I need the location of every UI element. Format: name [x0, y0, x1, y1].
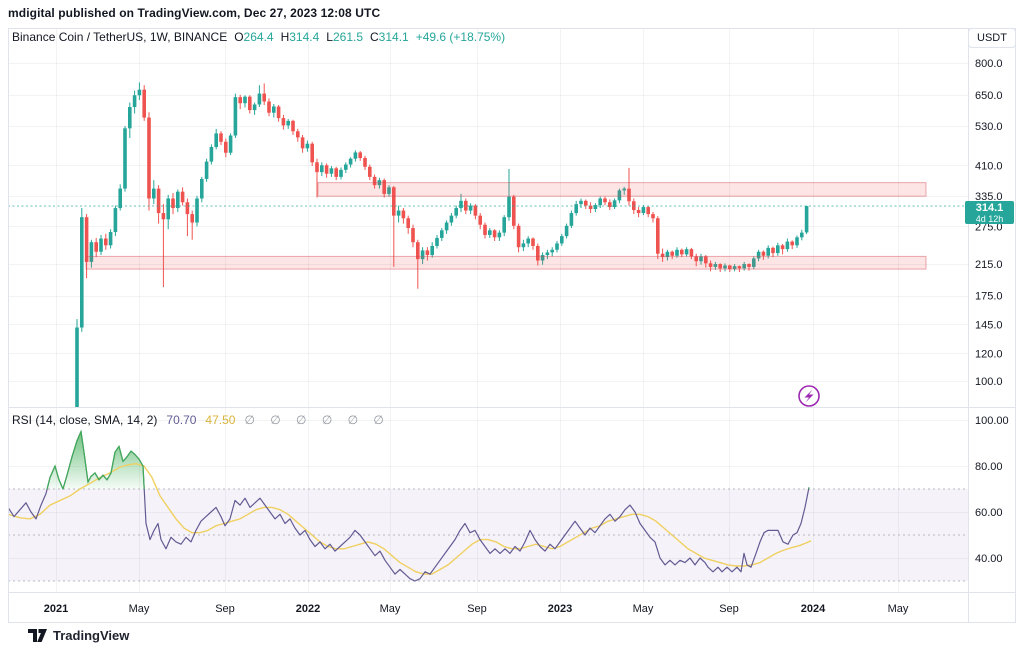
pane-separators	[8, 28, 1016, 623]
svg-text:175.0: 175.0	[975, 291, 1003, 303]
symbol-title[interactable]: Binance Coin / TetherUS, 1W, BINANCE	[12, 30, 228, 44]
svg-text:530.0: 530.0	[975, 121, 1003, 133]
svg-text:800.0: 800.0	[975, 58, 1003, 70]
rsi-legend[interactable]: RSI (14, close, SMA, 14, 2) 70.70 47.50 …	[12, 413, 390, 427]
svg-text:Sep: Sep	[467, 603, 487, 615]
svg-text:2022: 2022	[296, 603, 320, 615]
footer: TradingView	[28, 628, 129, 643]
bar-countdown: 4d 12h	[975, 214, 1004, 224]
svg-text:2021: 2021	[44, 603, 68, 615]
svg-text:275.0: 275.0	[975, 221, 1003, 233]
svg-text:410.0: 410.0	[975, 160, 1003, 172]
svg-text:Sep: Sep	[215, 603, 235, 615]
symbol-legend[interactable]: Binance Coin / TetherUS, 1W, BINANCE O26…	[12, 30, 505, 44]
ohlc-open: O264.4	[234, 30, 274, 44]
rsi-line-overbought	[62, 429, 145, 490]
grid-layer	[8, 29, 968, 592]
rsi-overbought-fill	[47, 466, 63, 489]
svg-text:May: May	[633, 603, 654, 615]
svg-text:120.0: 120.0	[975, 348, 1003, 360]
brand-name[interactable]: TradingView	[53, 628, 130, 643]
time-axis[interactable]: 2021 May Sep 2022 May Sep 2023 May Sep 2024 May	[44, 603, 909, 615]
ohlc-close: C314.1	[370, 30, 409, 44]
zones-layer[interactable]	[85, 182, 927, 270]
flash-icon[interactable]	[798, 385, 820, 407]
rsi-empty-values: ∅ ∅ ∅ ∅ ∅ ∅	[244, 413, 390, 427]
svg-text:145.0: 145.0	[975, 319, 1003, 331]
rsi-sma-value: 47.50	[205, 413, 236, 427]
svg-text:215.0: 215.0	[975, 259, 1003, 271]
rsi-line-overbought	[46, 464, 64, 490]
last-price: 314.1	[975, 202, 1004, 214]
svg-text:Sep: Sep	[719, 603, 739, 615]
svg-text:100.0: 100.0	[975, 376, 1003, 388]
svg-text:2023: 2023	[548, 603, 572, 615]
svg-text:May: May	[129, 603, 150, 615]
svg-text:40.00: 40.00	[975, 553, 1003, 565]
svg-text:May: May	[888, 603, 909, 615]
rsi-indicator-title[interactable]: RSI (14, close, SMA, 14, 2)	[12, 413, 158, 427]
svg-text:60.00: 60.00	[975, 507, 1003, 519]
svg-text:2024: 2024	[801, 603, 826, 615]
change-value: +49.6 (+18.75%)	[415, 30, 506, 44]
ohlc-low: L261.5	[326, 30, 363, 44]
last-price-badge: 314.1 4d 12h	[965, 201, 1014, 224]
svg-text:80.00: 80.00	[975, 461, 1003, 473]
tradingview-logo-icon[interactable]	[28, 629, 47, 642]
svg-text:100.00: 100.00	[975, 415, 1009, 427]
svg-text:May: May	[380, 603, 401, 615]
svg-text:335.0: 335.0	[975, 191, 1003, 203]
svg-text:650.0: 650.0	[975, 90, 1003, 102]
rsi-overbought-fill	[63, 431, 145, 489]
resistance-zone[interactable]	[317, 182, 927, 197]
rsi-pane	[8, 429, 968, 582]
support-zone[interactable]	[85, 255, 927, 270]
rsi-axis[interactable]: 100.00 80.00 60.00 40.00	[975, 415, 1009, 565]
ohlc-high: H314.4	[280, 30, 320, 44]
candles-layer	[75, 82, 809, 407]
attribution-text: mdigital published on TradingView.com, D…	[8, 6, 381, 20]
currency-toggle-button[interactable]: USDT	[968, 28, 1016, 48]
rsi-value: 70.70	[166, 413, 197, 427]
price-axis[interactable]: 800.0 650.0 530.0 410.0 335.0 275.0 215.0 175.0…	[975, 58, 1003, 388]
